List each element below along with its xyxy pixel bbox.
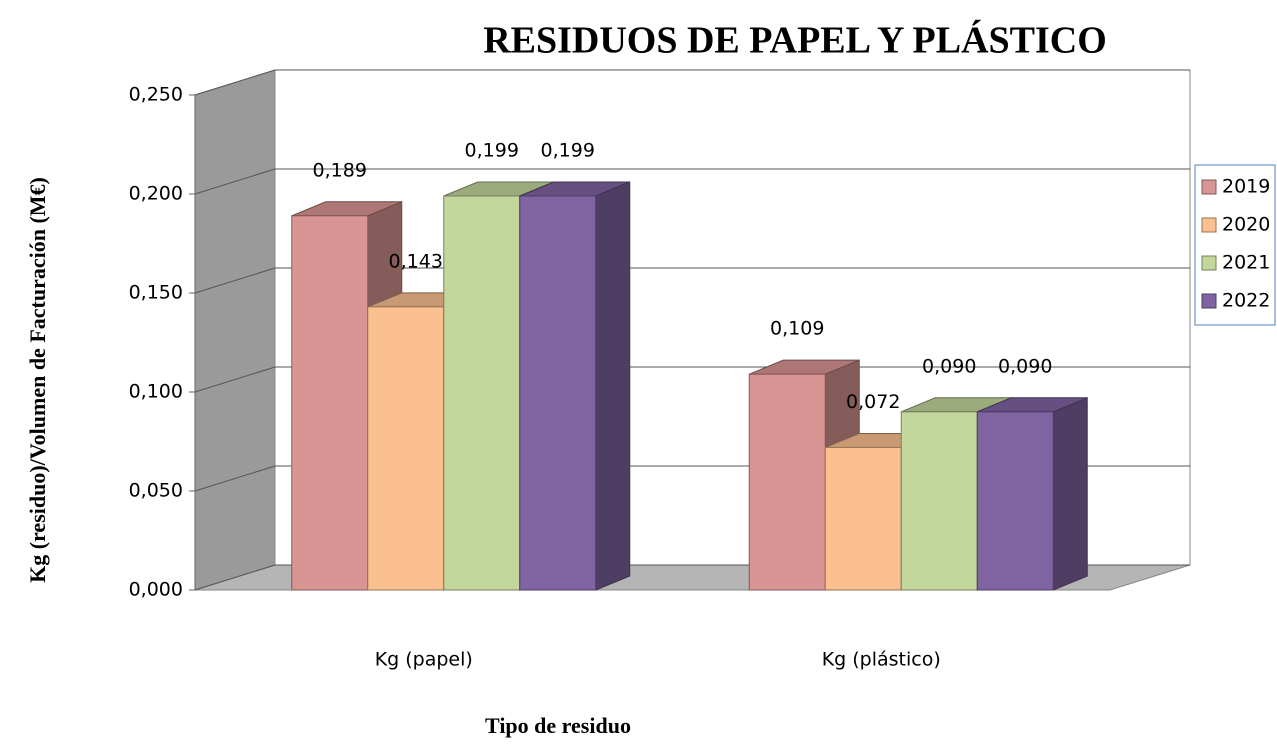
value-label: 0,199 xyxy=(541,139,595,161)
bar xyxy=(291,215,369,591)
bar xyxy=(443,195,521,591)
bar-side xyxy=(595,181,631,591)
y-tick-label: 0,150 xyxy=(129,282,183,304)
y-tick-label: 0,000 xyxy=(129,579,183,601)
y-tick-label: 0,050 xyxy=(129,480,183,502)
value-label: 0,199 xyxy=(465,139,519,161)
x-axis-label: Tipo de residuo xyxy=(485,713,631,738)
value-label: 0,189 xyxy=(313,159,367,181)
grid-line xyxy=(194,267,1190,294)
y-axis-label: Kg (residuo)/Volumen de Facturación (M€) xyxy=(25,177,50,583)
legend-label: 2019 xyxy=(1222,176,1270,198)
value-label: 0,109 xyxy=(770,318,824,340)
bar xyxy=(900,411,978,591)
legend-swatch xyxy=(1201,255,1217,271)
legend-label: 2022 xyxy=(1222,290,1270,312)
value-label: 0,090 xyxy=(922,355,976,377)
y-tick-label: 0,200 xyxy=(129,183,183,205)
value-label: 0,090 xyxy=(998,355,1052,377)
chart-title: RESIDUOS DE PAPEL Y PLÁSTICO xyxy=(483,20,1107,62)
grid-line xyxy=(194,366,1190,393)
bar xyxy=(748,373,826,591)
legend-label: 2020 xyxy=(1222,214,1270,236)
legend-label: 2021 xyxy=(1222,252,1270,274)
x-tick-label: Kg (papel) xyxy=(375,649,473,671)
value-label: 0,143 xyxy=(389,250,443,272)
legend-swatch xyxy=(1201,217,1217,233)
bar xyxy=(519,195,597,591)
bar xyxy=(367,306,445,591)
legend-swatch xyxy=(1201,293,1217,309)
bar xyxy=(976,411,1054,591)
grid-line xyxy=(194,168,1190,195)
bar xyxy=(824,446,902,591)
y-tick-label: 0,100 xyxy=(129,381,183,403)
legend-swatch xyxy=(1201,179,1217,195)
value-label: 0,072 xyxy=(846,391,900,413)
y-tick-label: 0,250 xyxy=(129,84,183,106)
bar-side xyxy=(1052,397,1088,591)
x-tick-label: Kg (plástico) xyxy=(822,649,941,671)
side-wall xyxy=(194,69,276,591)
grid-line xyxy=(194,69,1190,96)
